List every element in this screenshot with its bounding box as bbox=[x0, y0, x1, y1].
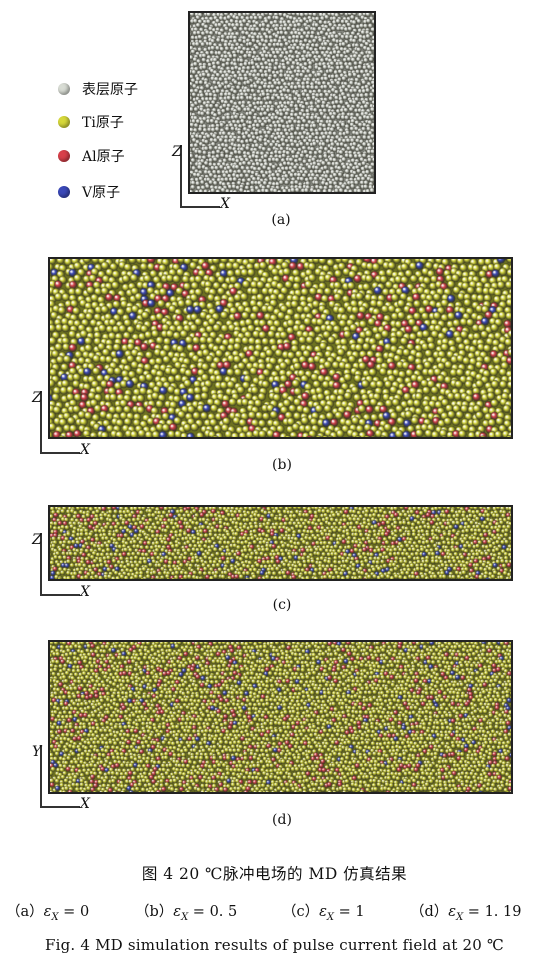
legend-dot-ti bbox=[58, 116, 70, 128]
axis-a-horizontal-label: X bbox=[220, 196, 230, 212]
condition-a-prefix: （a） bbox=[6, 904, 44, 920]
condition-a: （a）εX = 0 bbox=[6, 904, 90, 923]
axis-d-horizontal-label: X bbox=[80, 796, 90, 812]
axis-a-vertical-label: Z bbox=[172, 144, 182, 160]
legend-label-v: V原子 bbox=[82, 185, 121, 201]
condition-b-sub: X bbox=[181, 911, 189, 923]
condition-b-prefix: （b） bbox=[135, 904, 174, 920]
figure-title-cn: 图 4 20 ℃脉冲电场的 MD 仿真结果 bbox=[141, 865, 408, 883]
axis-b-vertical-label: Z bbox=[32, 390, 42, 406]
legend-label-surface: 表层原子 bbox=[82, 82, 138, 98]
figure-title-en: Fig. 4 MD simulation results of pulse cu… bbox=[45, 936, 504, 954]
panel-c-simulation bbox=[48, 505, 513, 581]
legend-item-surface: 表层原子 bbox=[58, 78, 138, 100]
condition-b: （b）εX = 0. 5 bbox=[135, 904, 238, 923]
panel-a-simulation bbox=[188, 11, 376, 194]
axis-d-vertical-label: Y bbox=[32, 744, 42, 760]
legend-item-v: V原子 bbox=[58, 181, 120, 203]
panel-b-simulation bbox=[48, 257, 513, 439]
panel-a-label: (a) bbox=[271, 212, 291, 228]
condition-c: （c）εX = 1 bbox=[282, 904, 365, 923]
condition-c-eps: ε bbox=[319, 904, 327, 920]
atoms-image-c bbox=[50, 507, 511, 579]
legend-item-al: Al原子 bbox=[58, 145, 125, 167]
condition-d-prefix: （d） bbox=[410, 904, 449, 920]
legend-dot-al bbox=[58, 150, 70, 162]
legend-dot-v bbox=[58, 186, 70, 198]
atoms-image-a bbox=[190, 13, 374, 192]
panel-b-label: (b) bbox=[272, 457, 292, 473]
atoms-image-d bbox=[50, 642, 511, 792]
legend-item-ti: Ti原子 bbox=[58, 111, 124, 133]
legend-label-ti: Ti原子 bbox=[82, 115, 124, 131]
condition-a-sub: X bbox=[51, 911, 59, 923]
condition-c-value: 1 bbox=[355, 904, 365, 920]
condition-d-sub: X bbox=[456, 911, 464, 923]
panel-d-simulation bbox=[48, 640, 513, 794]
condition-c-sub: X bbox=[326, 911, 335, 923]
condition-b-value: 0. 5 bbox=[209, 904, 238, 920]
condition-a-eps: ε bbox=[43, 904, 52, 920]
panel-d-label: (d) bbox=[272, 812, 292, 828]
atoms-image-b bbox=[50, 259, 511, 437]
panel-c-label: (c) bbox=[272, 597, 292, 613]
condition-c-prefix: （c） bbox=[282, 904, 320, 920]
condition-b-eps: ε bbox=[173, 904, 182, 920]
legend-dot-surface bbox=[58, 83, 70, 95]
axis-c-vertical-label: Z bbox=[32, 532, 42, 548]
condition-d-eps: ε bbox=[448, 904, 457, 920]
condition-a-value: 0 bbox=[79, 904, 90, 920]
axis-c-horizontal-label: X bbox=[80, 584, 90, 600]
legend-label-al: Al原子 bbox=[82, 149, 125, 165]
axis-b-horizontal-label: X bbox=[80, 442, 90, 458]
condition-d-value: 1. 19 bbox=[484, 904, 522, 920]
condition-d: （d）εX = 1. 19 bbox=[410, 904, 522, 923]
